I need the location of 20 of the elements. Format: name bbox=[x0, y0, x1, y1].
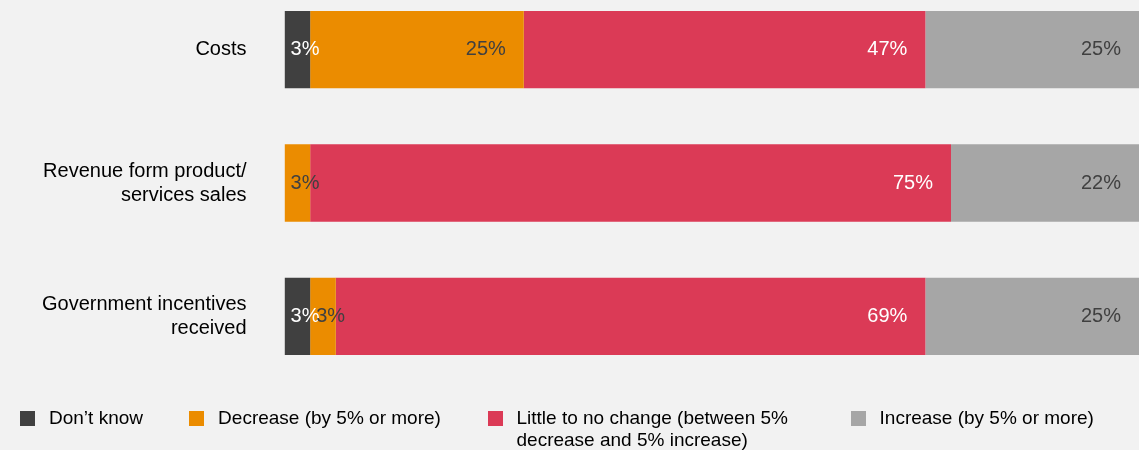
y-tick-label: Revenue form product/ services sales bbox=[43, 158, 247, 205]
data-label: 25% bbox=[465, 37, 506, 60]
data-label: 47% bbox=[867, 37, 908, 60]
legend-label: Little to no change (between 5% decrease and 5% increase) bbox=[516, 407, 789, 450]
bar bbox=[925, 11, 1139, 89]
bar bbox=[951, 144, 1139, 222]
data-label: 25% bbox=[1080, 37, 1122, 60]
data-label: 3% bbox=[316, 303, 346, 326]
data-label: 75% bbox=[892, 170, 934, 193]
legend-label: Decrease (by 5% or more) bbox=[218, 407, 441, 429]
data-label: 3% bbox=[290, 170, 320, 193]
y-tick-label: Costs bbox=[195, 37, 247, 60]
data-label: 69% bbox=[867, 303, 908, 326]
legend-label: Increase (by 5% or more) bbox=[879, 407, 1094, 429]
data-label: 22% bbox=[1080, 170, 1122, 193]
bar bbox=[523, 11, 926, 89]
legend-label: Don’t know bbox=[49, 407, 143, 429]
data-label: 25% bbox=[1080, 303, 1122, 326]
y-tick-label: Government incentives received bbox=[41, 291, 247, 338]
bar bbox=[925, 277, 1139, 355]
